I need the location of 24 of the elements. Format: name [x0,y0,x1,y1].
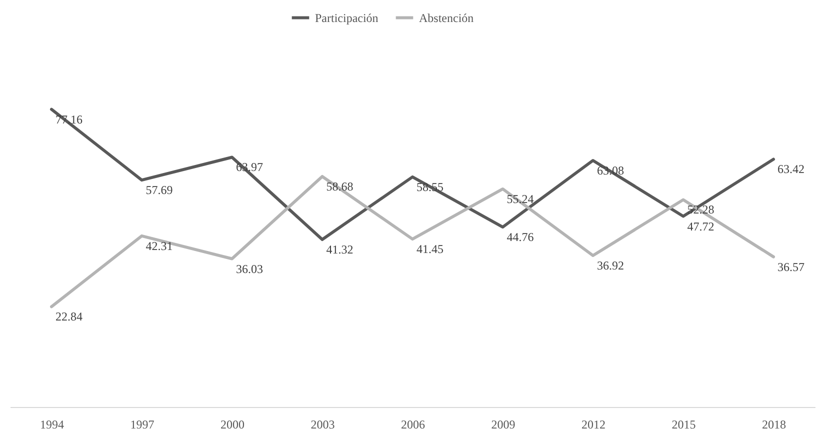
x-tick-label: 1994 [40,418,64,432]
x-tick-label: 1997 [130,418,154,432]
data-label: 47.72 [687,219,714,234]
data-label: 58.68 [326,179,354,194]
x-tick-label: 2000 [220,418,245,432]
legend-label: Participación [315,10,378,25]
x-tick-label: 2018 [762,418,786,432]
legend-label: Abstención [419,10,474,25]
data-label: 63.42 [777,162,804,176]
x-tick-label: 2003 [310,418,335,432]
data-label: 22.84 [56,310,83,324]
data-label: 41.32 [326,242,354,257]
data-label: 36.03 [236,262,264,276]
x-tick-label: 2009 [491,418,516,432]
x-tick-label: 2015 [672,418,696,432]
data-label: 36.92 [596,258,624,273]
data-label: 44.76 [506,230,534,244]
x-tick-label: 2006 [401,418,425,432]
data-label: 42.31 [146,238,173,253]
data-label: 36.57 [777,260,804,274]
data-label: 57.69 [146,183,173,198]
data-label: 41.45 [416,242,444,256]
data-label: 55.24 [506,192,534,206]
x-tick-label: 2012 [581,418,606,432]
